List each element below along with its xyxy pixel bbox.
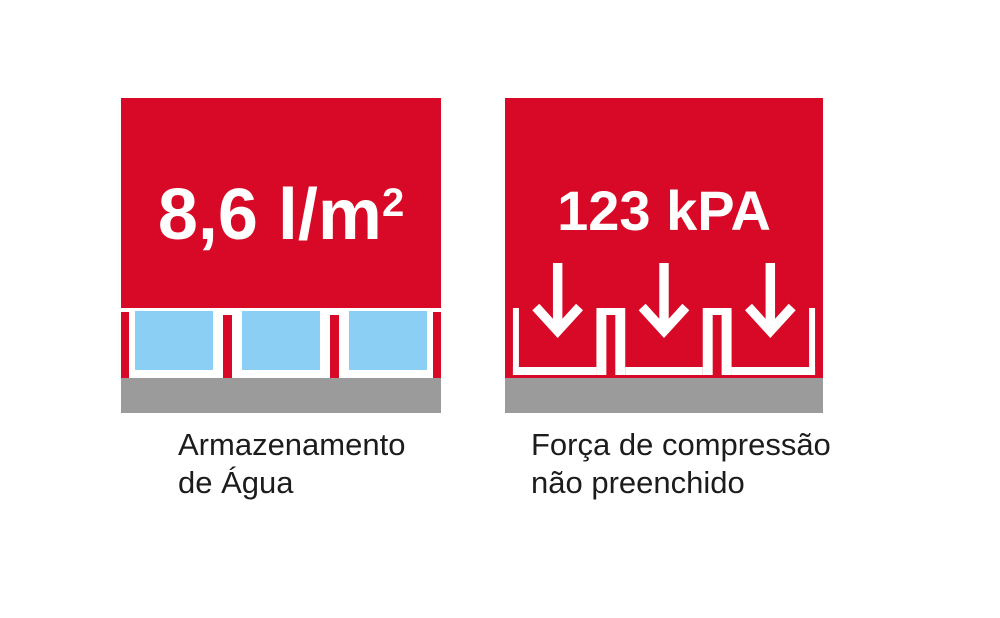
down-arrow-icon <box>744 263 796 339</box>
cell-bottom <box>625 367 703 375</box>
membrane-edge-tab <box>433 312 441 378</box>
water-cell <box>135 311 213 370</box>
water-storage-caption: Armazenamento de Água <box>178 426 441 502</box>
cell-wall <box>809 308 816 375</box>
cell-wall <box>512 308 519 375</box>
caption-line: de Água <box>178 465 294 500</box>
water-cell <box>349 311 427 370</box>
water-storage-diagram: 8,6 l/m2 <box>121 98 441 413</box>
caption-line: Armazenamento <box>178 427 406 462</box>
water-storage-value: 8,6 l/m2 <box>121 179 441 251</box>
membrane-tab <box>712 315 722 378</box>
base-layer <box>121 378 441 413</box>
compression-value: 123 kPA <box>557 179 771 242</box>
water-cell <box>242 311 320 370</box>
value-superscript: 2 <box>381 181 405 225</box>
caption-line: não preenchido <box>531 465 745 500</box>
value-text: 8,6 l/m <box>157 175 382 255</box>
red-mass <box>121 98 441 308</box>
compression-caption: Força de compressão não preenchido <box>531 426 831 502</box>
compression-diagram: 123 kPA <box>505 98 823 413</box>
membrane-edge-tab <box>121 312 129 378</box>
membrane-cross-section-unfilled <box>505 98 823 413</box>
cell-bottom <box>512 367 597 375</box>
down-arrow-icon <box>638 263 690 339</box>
down-arrow-icon <box>532 263 584 339</box>
base-layer <box>505 378 823 413</box>
membrane-tab <box>606 315 616 378</box>
compression-panel: 123 kPA Força de compressão não preenchi… <box>505 98 831 502</box>
water-storage-panel: 8,6 l/m2 Armazenamento de Água <box>121 98 441 502</box>
membrane-tab <box>330 315 339 378</box>
membrane-cross-section-filled <box>121 98 441 413</box>
caption-line: Força de compressão <box>531 427 831 462</box>
membrane-tab <box>223 315 232 378</box>
cell-bottom <box>731 367 816 375</box>
